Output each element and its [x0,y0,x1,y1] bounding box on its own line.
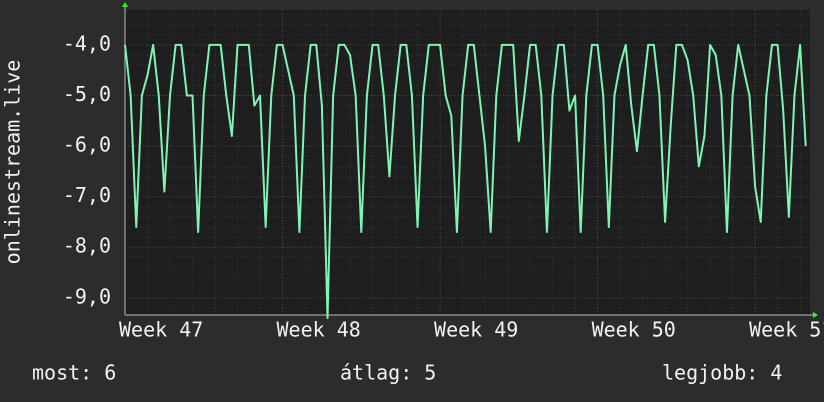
stats: most: 6 átlag: 5 legjobb: 4 [32,361,782,385]
stat-best: legjobb: 4 [662,361,782,385]
x-tick-label: Week 48 [277,318,361,342]
data-line [124,43,807,320]
y-tick-label: -7,0 [63,183,111,207]
y-axis-label: onlinestream.live [1,60,25,265]
stat-now: most: 6 [32,361,116,385]
x-tick-label: Week 50 [592,318,676,342]
x-tick-label: Week 51 [749,318,824,342]
y-tick-label: -6,0 [63,133,111,157]
x-tick-label: Week 47 [119,318,203,342]
x-tick-label: Week 49 [434,318,518,342]
stat-avg: átlag: 5 [340,361,436,385]
y-tick-label: -8,0 [63,234,111,258]
y-tick-label: -9,0 [63,284,111,308]
x-axis-arrow [813,312,818,318]
y-tick-label: -4,0 [63,31,111,55]
y-axis-arrow [122,2,128,7]
y-tick-label: -5,0 [63,82,111,106]
minor-grid [125,10,810,315]
